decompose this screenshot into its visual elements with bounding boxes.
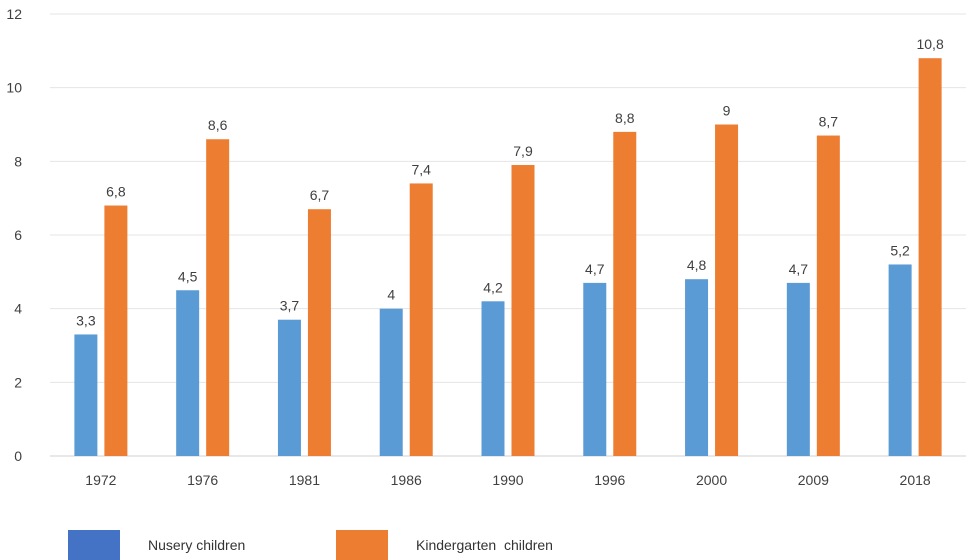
bar-kindergarten-2009 — [816, 135, 840, 457]
x-tick-label: 1972 — [85, 472, 116, 488]
x-tick-label: 2009 — [798, 472, 829, 488]
bar-nursery-1976 — [176, 290, 200, 456]
x-tick-label: 1976 — [187, 472, 218, 488]
bar-nursery-2009 — [786, 282, 810, 456]
data-label-nursery-1990: 4,2 — [483, 279, 503, 295]
x-axis: 1972 1976 1981 1986 1990 1996 2000 2009 2018 — [85, 472, 931, 488]
y-tick-label: 2 — [14, 374, 22, 390]
legend-label-nursery: Nusery children — [148, 537, 246, 553]
x-tick-label: 1986 — [391, 472, 422, 488]
bar-nursery-1972 — [74, 334, 98, 456]
data-label-kindergarten-1981: 6,7 — [310, 187, 330, 203]
gridlines — [50, 13, 966, 457]
data-label-kindergarten-1976: 8,6 — [208, 117, 228, 133]
bar-kindergarten-1990 — [511, 165, 535, 456]
y-tick-label: 8 — [14, 153, 22, 169]
x-tick-label: 1996 — [594, 472, 625, 488]
bars: 3,3 6,8 4,5 8,6 3,7 6,7 4 7,4 4,2 7,9 4,7 8,8 4,8 9 4,… — [74, 36, 944, 457]
legend-swatch-nursery — [68, 530, 120, 560]
y-tick-label: 0 — [14, 448, 22, 464]
data-label-nursery-2018: 5,2 — [890, 242, 910, 258]
data-label-nursery-1986: 4 — [387, 287, 395, 303]
bar-nursery-1996 — [583, 282, 607, 456]
legend-item-kindergarten: Kindergarten children — [336, 530, 553, 560]
bar-kindergarten-1986 — [409, 183, 433, 456]
data-label-kindergarten-2018: 10,8 — [916, 36, 943, 52]
data-label-nursery-1981: 3,7 — [280, 298, 300, 314]
data-label-nursery-1972: 3,3 — [76, 312, 96, 328]
bar-kindergarten-1972 — [104, 205, 128, 456]
data-label-nursery-2000: 4,8 — [687, 257, 707, 273]
legend-item-nursery: Nusery children — [68, 530, 245, 560]
bar-kindergarten-2000 — [715, 124, 739, 456]
x-tick-label: 1990 — [492, 472, 523, 488]
data-label-kindergarten-2000: 9 — [723, 103, 731, 119]
y-tick-label: 10 — [6, 80, 22, 96]
bar-nursery-2018 — [888, 264, 912, 456]
y-tick-label: 6 — [14, 227, 22, 243]
data-label-kindergarten-2009: 8,7 — [819, 114, 839, 130]
x-tick-label: 2000 — [696, 472, 727, 488]
bar-kindergarten-1996 — [613, 131, 637, 456]
x-tick-label: 2018 — [900, 472, 931, 488]
y-tick-label: 4 — [14, 301, 22, 317]
data-label-kindergarten-1972: 6,8 — [106, 184, 126, 200]
legend-swatch-kindergarten — [336, 530, 388, 560]
data-label-nursery-1996: 4,7 — [585, 261, 605, 277]
bar-kindergarten-2018 — [918, 58, 942, 456]
data-label-kindergarten-1986: 7,4 — [411, 161, 431, 177]
y-axis: 0 2 4 6 8 10 12 — [6, 6, 22, 464]
bar-nursery-1990 — [481, 301, 505, 456]
data-label-nursery-2009: 4,7 — [789, 261, 809, 277]
bar-chart: 0 2 4 6 8 10 12 3,3 6,8 4,5 8,6 3,7 6,7 4 7,4 4,2 7,9 4,… — [6, 6, 966, 488]
bar-nursery-1981 — [277, 319, 301, 456]
data-label-nursery-1976: 4,5 — [178, 268, 198, 284]
bar-kindergarten-1981 — [307, 209, 331, 456]
legend-label-kindergarten: Kindergarten children — [416, 537, 553, 553]
y-tick-label: 12 — [6, 6, 22, 22]
data-label-kindergarten-1990: 7,9 — [513, 143, 533, 159]
data-label-kindergarten-1996: 8,8 — [615, 110, 635, 126]
bar-nursery-1986 — [379, 308, 403, 456]
x-tick-label: 1981 — [289, 472, 320, 488]
bar-kindergarten-1976 — [206, 139, 230, 456]
bar-nursery-2000 — [685, 279, 709, 456]
